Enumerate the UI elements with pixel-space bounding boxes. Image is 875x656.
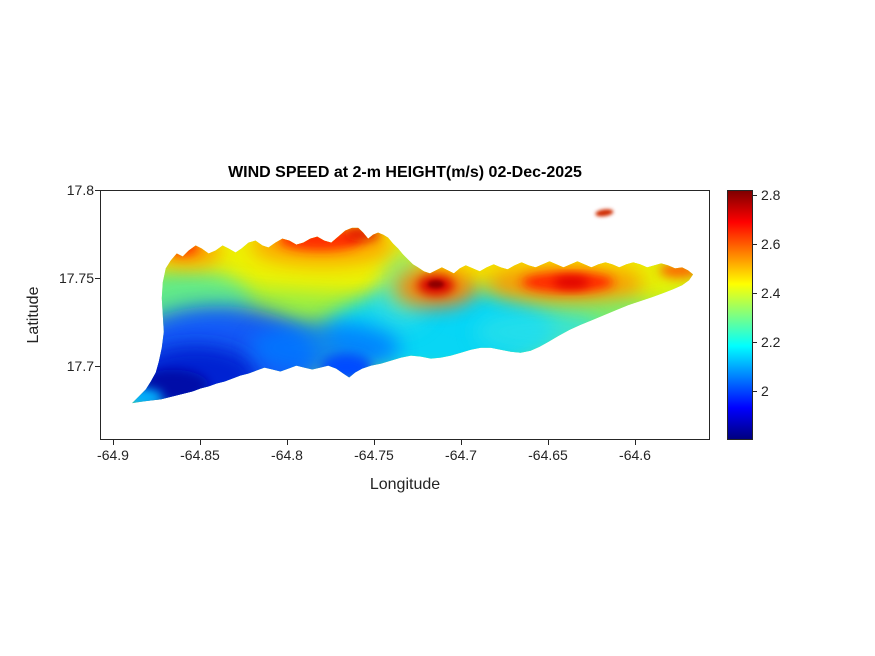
x-tick <box>287 440 288 445</box>
y-tick-label: 17.8 <box>66 182 94 198</box>
colorbar-tick-label: 2 <box>761 383 769 399</box>
x-tick-label: -64.75 <box>354 447 394 463</box>
colorbar-tick-label: 2.6 <box>761 236 781 252</box>
y-tick <box>95 278 100 279</box>
island-wind-field <box>131 227 694 404</box>
x-tick <box>548 440 549 445</box>
colorbar-tick <box>753 342 757 343</box>
x-tick <box>113 440 114 445</box>
x-tick-label: -64.85 <box>180 447 220 463</box>
x-axis-label: Longitude <box>369 476 441 493</box>
colorbar-tick-label: 2.4 <box>761 285 781 301</box>
y-tick-label: 17.7 <box>66 358 94 374</box>
wind-speed-contour-map <box>131 209 694 404</box>
y-axis-label: Latitude <box>25 286 42 344</box>
x-tick-label: -64.65 <box>528 447 568 463</box>
x-tick-label: -64.7 <box>445 447 477 463</box>
x-tick-label: -64.8 <box>271 447 303 463</box>
y-tick-label: 17.75 <box>58 270 94 286</box>
x-tick <box>374 440 375 445</box>
x-tick <box>635 440 636 445</box>
chart-title: WIND SPEED at 2-m HEIGHT(m/s) 02-Dec-202… <box>228 164 582 181</box>
y-tick <box>95 366 100 367</box>
x-tick <box>461 440 462 445</box>
y-tick <box>95 190 100 191</box>
colorbar <box>727 190 753 440</box>
x-tick-label: -64.6 <box>619 447 651 463</box>
colorbar-tick <box>753 391 757 392</box>
x-tick-label: -64.9 <box>97 447 129 463</box>
colorbar-tick <box>753 244 757 245</box>
colorbar-tick <box>753 293 757 294</box>
x-tick <box>200 440 201 445</box>
colorbar-tick-label: 2.2 <box>761 334 781 350</box>
plot-area <box>100 190 710 440</box>
colorbar-tick-label: 2.8 <box>761 187 781 203</box>
offshore-islet <box>595 209 614 217</box>
colorbar-tick <box>753 195 757 196</box>
